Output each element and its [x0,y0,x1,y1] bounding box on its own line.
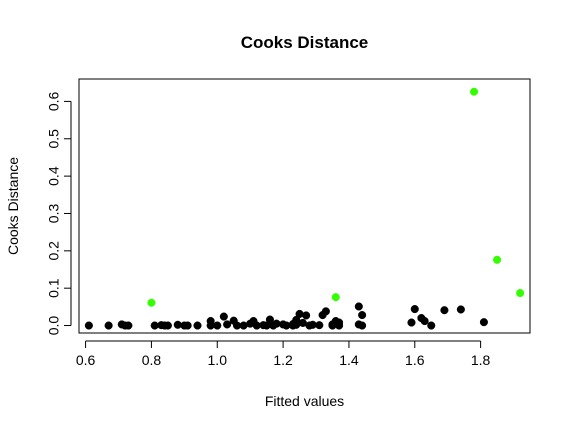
x-tick-label-4: 1.4 [339,352,359,368]
data-point-s0-58 [292,320,301,329]
data-point-s0-16 [219,312,228,321]
data-point-s1-3 [493,255,502,264]
data-point-s0-4 [121,321,130,330]
y-tick-label-3: 0.3 [46,204,62,224]
data-point-s0-0 [84,321,93,330]
data-point-s0-45 [354,302,363,311]
y-tick-label-1: 0.1 [46,278,62,298]
data-point-s1-1 [331,293,340,302]
data-point-s1-4 [516,288,525,298]
x-tick-label-5: 1.6 [405,352,425,368]
y-tick-label-5: 0.5 [46,129,62,149]
points-layer [84,87,525,330]
y-tick-label-2: 0.2 [46,241,62,261]
data-point-s0-34 [302,311,311,320]
y-axis-label: Cooks Distance [5,157,21,255]
x-tick-label-6: 1.8 [471,352,491,368]
x-axis: 0.6 0.8 1.0 1.2 1.4 1.6 1.8 [76,340,491,368]
data-point-s0-32 [295,309,304,319]
data-point-s0-54 [440,306,449,315]
data-point-s0-11 [183,321,192,330]
y-axis: 0.0 0.1 0.2 0.3 0.4 0.5 0.6 [46,91,72,336]
data-point-s0-56 [479,318,488,327]
x-tick-label-0: 0.6 [76,352,96,368]
data-point-s0-53 [427,321,436,330]
data-point-s0-55 [456,305,465,314]
data-point-s0-44 [328,321,337,330]
data-point-s0-39 [321,307,330,316]
x-tick-label-2: 1.0 [208,352,228,368]
x-tick-label-1: 0.8 [142,352,162,368]
data-point-s0-17 [223,320,232,329]
x-axis-label: Fitted values [265,393,344,409]
data-point-s0-8 [160,321,169,330]
data-point-s0-15 [213,321,222,330]
data-point-s0-50 [407,318,416,327]
plot-frame [78,78,531,334]
data-point-s0-48 [358,321,367,330]
data-point-s1-0 [147,298,156,307]
data-point-s0-37 [315,321,324,330]
data-point-s0-12 [193,321,202,330]
y-tick-label-4: 0.4 [46,166,62,186]
data-point-s1-2 [469,87,479,96]
data-point-s0-46 [358,311,367,320]
y-tick-label-6: 0.6 [46,91,62,111]
data-point-s0-52 [420,316,429,326]
data-point-s0-59 [262,321,271,330]
y-tick-label-0: 0.0 [46,316,62,336]
x-tick-label-3: 1.2 [273,352,293,368]
data-point-s0-49 [410,305,419,314]
data-point-s0-1 [104,321,113,330]
chart-title: Cooks Distance [241,33,369,52]
data-point-s0-14 [206,316,215,326]
